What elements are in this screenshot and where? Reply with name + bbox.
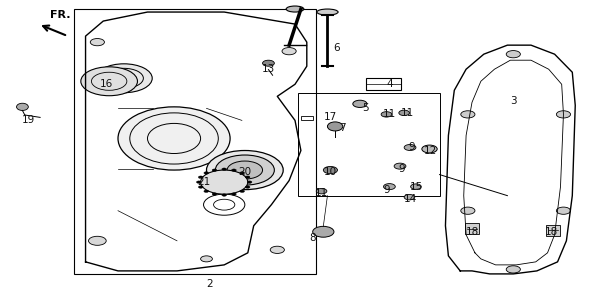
Text: 15: 15 bbox=[409, 182, 422, 192]
Ellipse shape bbox=[353, 100, 367, 107]
Ellipse shape bbox=[81, 67, 137, 96]
Text: 2: 2 bbox=[206, 279, 213, 290]
Text: FR.: FR. bbox=[50, 10, 71, 20]
Ellipse shape bbox=[317, 9, 338, 15]
Ellipse shape bbox=[270, 246, 284, 253]
Ellipse shape bbox=[201, 170, 248, 194]
Ellipse shape bbox=[461, 207, 475, 214]
Ellipse shape bbox=[240, 190, 244, 192]
Ellipse shape bbox=[327, 122, 343, 131]
Text: 14: 14 bbox=[404, 194, 417, 204]
Ellipse shape bbox=[384, 184, 395, 190]
Text: 18: 18 bbox=[545, 227, 558, 237]
Text: 21: 21 bbox=[197, 177, 210, 187]
Text: 11: 11 bbox=[315, 188, 328, 198]
Ellipse shape bbox=[17, 103, 28, 110]
Text: 12: 12 bbox=[424, 145, 437, 156]
Text: 17: 17 bbox=[324, 112, 337, 123]
Text: 4: 4 bbox=[386, 79, 393, 89]
Text: 11: 11 bbox=[383, 109, 396, 119]
Bar bbox=[546, 225, 560, 236]
Ellipse shape bbox=[399, 110, 409, 116]
Ellipse shape bbox=[316, 188, 327, 194]
Text: 19: 19 bbox=[22, 115, 35, 126]
Ellipse shape bbox=[404, 144, 416, 150]
Ellipse shape bbox=[201, 256, 212, 262]
Text: 6: 6 bbox=[333, 43, 340, 53]
Ellipse shape bbox=[506, 266, 520, 273]
Bar bbox=[74, 9, 316, 274]
Text: 20: 20 bbox=[238, 166, 251, 177]
Ellipse shape bbox=[96, 64, 152, 93]
Ellipse shape bbox=[90, 39, 104, 46]
Text: 9: 9 bbox=[408, 142, 415, 153]
Text: 5: 5 bbox=[362, 103, 369, 113]
Ellipse shape bbox=[204, 190, 209, 192]
Text: 9: 9 bbox=[398, 163, 405, 174]
Ellipse shape bbox=[212, 169, 217, 171]
Ellipse shape bbox=[263, 60, 274, 66]
Ellipse shape bbox=[198, 186, 203, 188]
Ellipse shape bbox=[215, 155, 274, 185]
Ellipse shape bbox=[204, 172, 209, 174]
Ellipse shape bbox=[245, 176, 250, 178]
Ellipse shape bbox=[206, 150, 283, 190]
Text: 10: 10 bbox=[324, 166, 337, 177]
Ellipse shape bbox=[212, 193, 217, 195]
Text: 9: 9 bbox=[383, 185, 390, 195]
Text: 3: 3 bbox=[510, 96, 517, 106]
Ellipse shape bbox=[282, 48, 296, 55]
Ellipse shape bbox=[381, 112, 392, 117]
Ellipse shape bbox=[231, 193, 236, 195]
Ellipse shape bbox=[240, 172, 244, 174]
Text: 11: 11 bbox=[401, 108, 414, 118]
Ellipse shape bbox=[198, 176, 203, 178]
Text: 13: 13 bbox=[262, 64, 275, 74]
Ellipse shape bbox=[222, 168, 227, 170]
Ellipse shape bbox=[247, 181, 252, 183]
Bar bbox=[465, 223, 479, 234]
Text: 8: 8 bbox=[309, 233, 316, 243]
Ellipse shape bbox=[88, 236, 106, 245]
Bar bbox=[366, 78, 401, 90]
Ellipse shape bbox=[196, 181, 201, 183]
Ellipse shape bbox=[313, 226, 334, 237]
Ellipse shape bbox=[227, 161, 263, 179]
Text: 16: 16 bbox=[100, 79, 113, 89]
Text: 7: 7 bbox=[339, 123, 346, 133]
Ellipse shape bbox=[556, 111, 571, 118]
Ellipse shape bbox=[231, 169, 236, 171]
Ellipse shape bbox=[411, 184, 421, 189]
Ellipse shape bbox=[506, 51, 520, 58]
Bar bbox=[298, 93, 440, 196]
Ellipse shape bbox=[245, 186, 250, 188]
Ellipse shape bbox=[404, 194, 415, 200]
Text: 18: 18 bbox=[466, 227, 478, 237]
Ellipse shape bbox=[556, 207, 571, 214]
Ellipse shape bbox=[286, 6, 304, 12]
Ellipse shape bbox=[222, 194, 227, 196]
Ellipse shape bbox=[461, 111, 475, 118]
Ellipse shape bbox=[323, 166, 337, 174]
Ellipse shape bbox=[394, 163, 406, 169]
Ellipse shape bbox=[422, 145, 437, 153]
Ellipse shape bbox=[118, 107, 230, 170]
Bar bbox=[301, 116, 313, 120]
